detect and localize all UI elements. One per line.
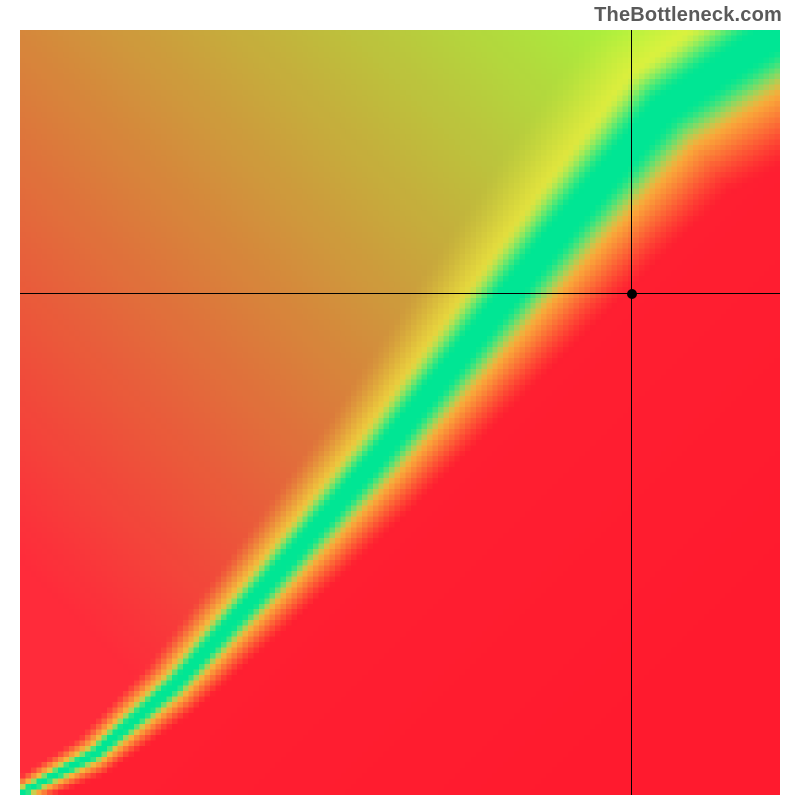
crosshair-horizontal xyxy=(20,293,780,294)
chart-container: TheBottleneck.com xyxy=(0,0,800,800)
bottleneck-heatmap xyxy=(20,30,780,795)
watermark-text: TheBottleneck.com xyxy=(594,4,782,27)
crosshair-vertical xyxy=(631,30,632,795)
selected-point-marker xyxy=(627,289,637,299)
